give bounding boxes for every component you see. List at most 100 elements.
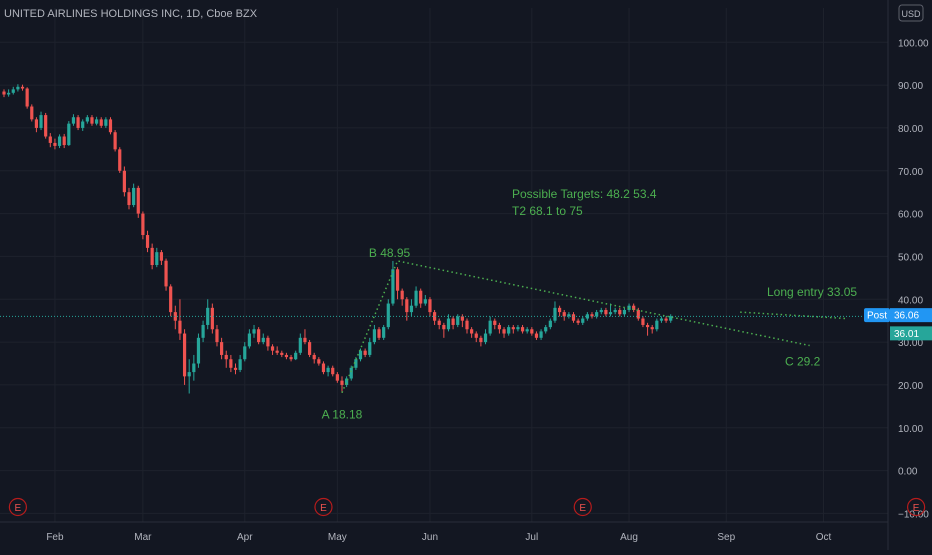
candle — [25, 87, 29, 109]
candle-body — [261, 337, 265, 343]
earnings-label: E — [320, 503, 327, 514]
candle-body — [539, 331, 543, 338]
y-tick-label: 100.00 — [898, 38, 929, 49]
currency-button[interactable]: USD — [898, 4, 924, 22]
y-tick-label: 10.00 — [898, 424, 923, 435]
candle — [266, 335, 270, 351]
candle-body — [502, 329, 506, 334]
candle-body — [488, 320, 492, 334]
candle-body — [113, 132, 117, 150]
candle — [331, 365, 335, 377]
candle-body — [104, 119, 108, 126]
candle-body — [669, 316, 673, 321]
candle — [372, 324, 376, 345]
candle — [284, 352, 289, 360]
candle — [599, 307, 603, 315]
candle — [62, 133, 66, 149]
candle-body — [122, 170, 126, 193]
candle — [493, 318, 497, 330]
candle-body — [395, 269, 400, 291]
time-axis[interactable]: Feb Mar Apr May Jun Jul Aug Sep Oct — [46, 532, 831, 543]
candle — [497, 322, 502, 334]
point-b-label: B 48.95 — [369, 246, 411, 260]
candle — [335, 372, 339, 383]
candle — [122, 166, 126, 197]
candle — [210, 303, 214, 334]
candle — [363, 348, 367, 358]
candle-body — [215, 329, 219, 343]
candle — [173, 305, 177, 330]
x-tick-label: Apr — [237, 532, 253, 543]
candle-body — [321, 363, 326, 373]
candle — [326, 365, 330, 377]
x-tick-label: Mar — [134, 532, 152, 543]
y-tick-label: 90.00 — [898, 81, 923, 92]
candle-body — [358, 350, 363, 360]
candle — [252, 324, 256, 338]
candle-body — [233, 367, 238, 370]
candle-body — [423, 299, 427, 304]
candle — [395, 267, 400, 300]
candle — [155, 247, 159, 268]
candle-body — [562, 312, 566, 317]
candle — [576, 318, 580, 325]
candle-body — [409, 305, 414, 313]
candle — [511, 324, 515, 334]
candle — [659, 316, 664, 323]
candle-body — [377, 329, 381, 338]
candle-body — [405, 299, 409, 313]
candle — [581, 316, 585, 325]
candle — [590, 312, 594, 319]
candle-body — [90, 117, 94, 124]
candle-body — [99, 119, 103, 126]
y-tick-label: 0.00 — [898, 467, 918, 478]
x-tick-label: Sep — [717, 532, 735, 543]
candle-body — [67, 123, 71, 146]
candle-body — [173, 312, 177, 321]
candle-body — [95, 119, 99, 124]
candle-body — [451, 318, 455, 325]
candle-body — [460, 316, 464, 321]
candle — [437, 318, 441, 330]
candle-body — [39, 115, 43, 128]
candle — [368, 337, 372, 358]
candle-body — [456, 316, 460, 325]
candle — [164, 258, 168, 291]
candle — [562, 309, 566, 321]
candle — [345, 376, 349, 388]
candle — [34, 117, 39, 133]
candle — [321, 361, 326, 375]
candle-body — [474, 333, 478, 338]
candle — [298, 333, 302, 355]
candle — [571, 312, 576, 323]
candle-body — [613, 309, 617, 313]
candle-body — [243, 346, 247, 360]
candle-body — [655, 320, 659, 330]
candle — [608, 303, 613, 317]
candle — [502, 327, 506, 338]
candle — [479, 335, 483, 347]
candle-body — [530, 329, 534, 334]
candle — [159, 250, 164, 265]
candle-body — [470, 329, 474, 334]
earnings-label: E — [913, 503, 920, 514]
candle-body — [303, 337, 307, 343]
candle — [414, 286, 418, 308]
candle-body — [414, 290, 418, 306]
candle-body — [238, 359, 242, 370]
candle — [238, 354, 242, 373]
x-tick-label: Jun — [422, 532, 438, 543]
candle-body — [618, 309, 622, 315]
candle — [650, 324, 654, 334]
earnings-circle — [8, 497, 27, 517]
candle — [57, 134, 62, 149]
candle-body — [595, 312, 599, 317]
candle-body — [307, 342, 312, 355]
y-tick-label: 50.00 — [898, 252, 923, 263]
candle — [544, 324, 548, 334]
candle — [132, 183, 136, 208]
candle — [150, 243, 154, 270]
candle — [488, 316, 492, 336]
